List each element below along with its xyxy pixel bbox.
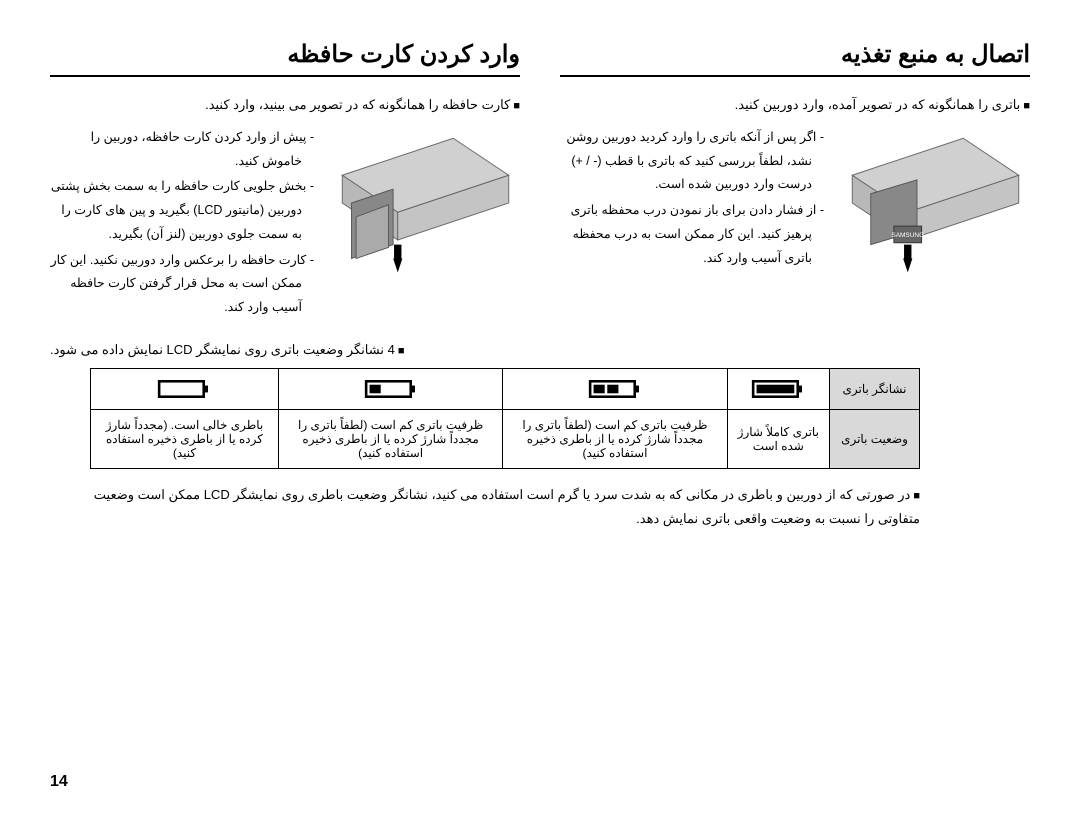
- power-point-0: - اگر پس از آنکه باتری را وارد کردید دور…: [560, 126, 824, 197]
- memory-text: - پیش از وارد کردن کارت حافظه، دوربین را…: [50, 126, 314, 322]
- status-low2: ظرفیت باتری کم است (لطفاً باتری را مجددا…: [278, 409, 502, 468]
- battery-icon-full: [727, 368, 829, 409]
- memory-point-2: - کارت حافظه را برعکس وارد دوربین نکنید.…: [50, 249, 314, 320]
- battery-illustration: SAMSUNG: [840, 126, 1030, 281]
- power-section: اتصال به منبع تغذیه باتری را همانگونه که…: [560, 40, 1030, 322]
- memory-bullet: کارت حافظه را همانگونه که در تصویر می بی…: [50, 95, 520, 116]
- svg-text:SAMSUNG: SAMSUNG: [891, 233, 924, 240]
- battery-table: نشانگر باتری: [90, 368, 920, 469]
- status-low1: ظرفیت باتری کم است (لطفاً باتری را مجددا…: [503, 409, 727, 468]
- battery-icon-empty: [91, 368, 279, 409]
- battery-icon-1bar: [278, 368, 502, 409]
- power-heading: اتصال به منبع تغذیه: [560, 40, 1030, 77]
- power-point-1: - از فشار دادن برای باز نمودن درب محفظه …: [560, 199, 824, 270]
- footer-note: در صورتی که از دوربین و باطری در مکانی ک…: [50, 483, 920, 530]
- memory-content-row: - پیش از وارد کردن کارت حافظه، دوربین را…: [50, 126, 520, 322]
- power-text: - اگر پس از آنکه باتری را وارد کردید دور…: [560, 126, 824, 273]
- page-number: 14: [50, 773, 68, 791]
- power-content-row: SAMSUNG - اگر پس از آنکه باتری را وارد ک…: [560, 126, 1030, 281]
- card-illustration: [330, 126, 520, 281]
- row-header-indicator: نشانگر باتری: [830, 368, 920, 409]
- status-empty: باطری خالی است. (مجدداً شارژ کرده یا از …: [91, 409, 279, 468]
- status-full: باتری کاملاً شارژ شده است: [727, 409, 829, 468]
- memory-heading: وارد کردن کارت حافظه: [50, 40, 520, 77]
- memory-point-0: - پیش از وارد کردن کارت حافظه، دوربین را…: [50, 126, 314, 174]
- row-header-status: وضعیت باتری: [830, 409, 920, 468]
- memory-point-1: - بخش جلویی کارت حافظه را به سمت بخش پشت…: [50, 175, 314, 246]
- memory-section: وارد کردن کارت حافظه کارت حافظه را همانگ…: [50, 40, 520, 322]
- battery-icon-2bar: [503, 368, 727, 409]
- power-bullet: باتری را همانگونه که در تصویر آمده، وارد…: [560, 95, 1030, 116]
- table-caption: 4 نشانگر وضعیت باتری روی نمایشگر LCD نما…: [50, 342, 920, 358]
